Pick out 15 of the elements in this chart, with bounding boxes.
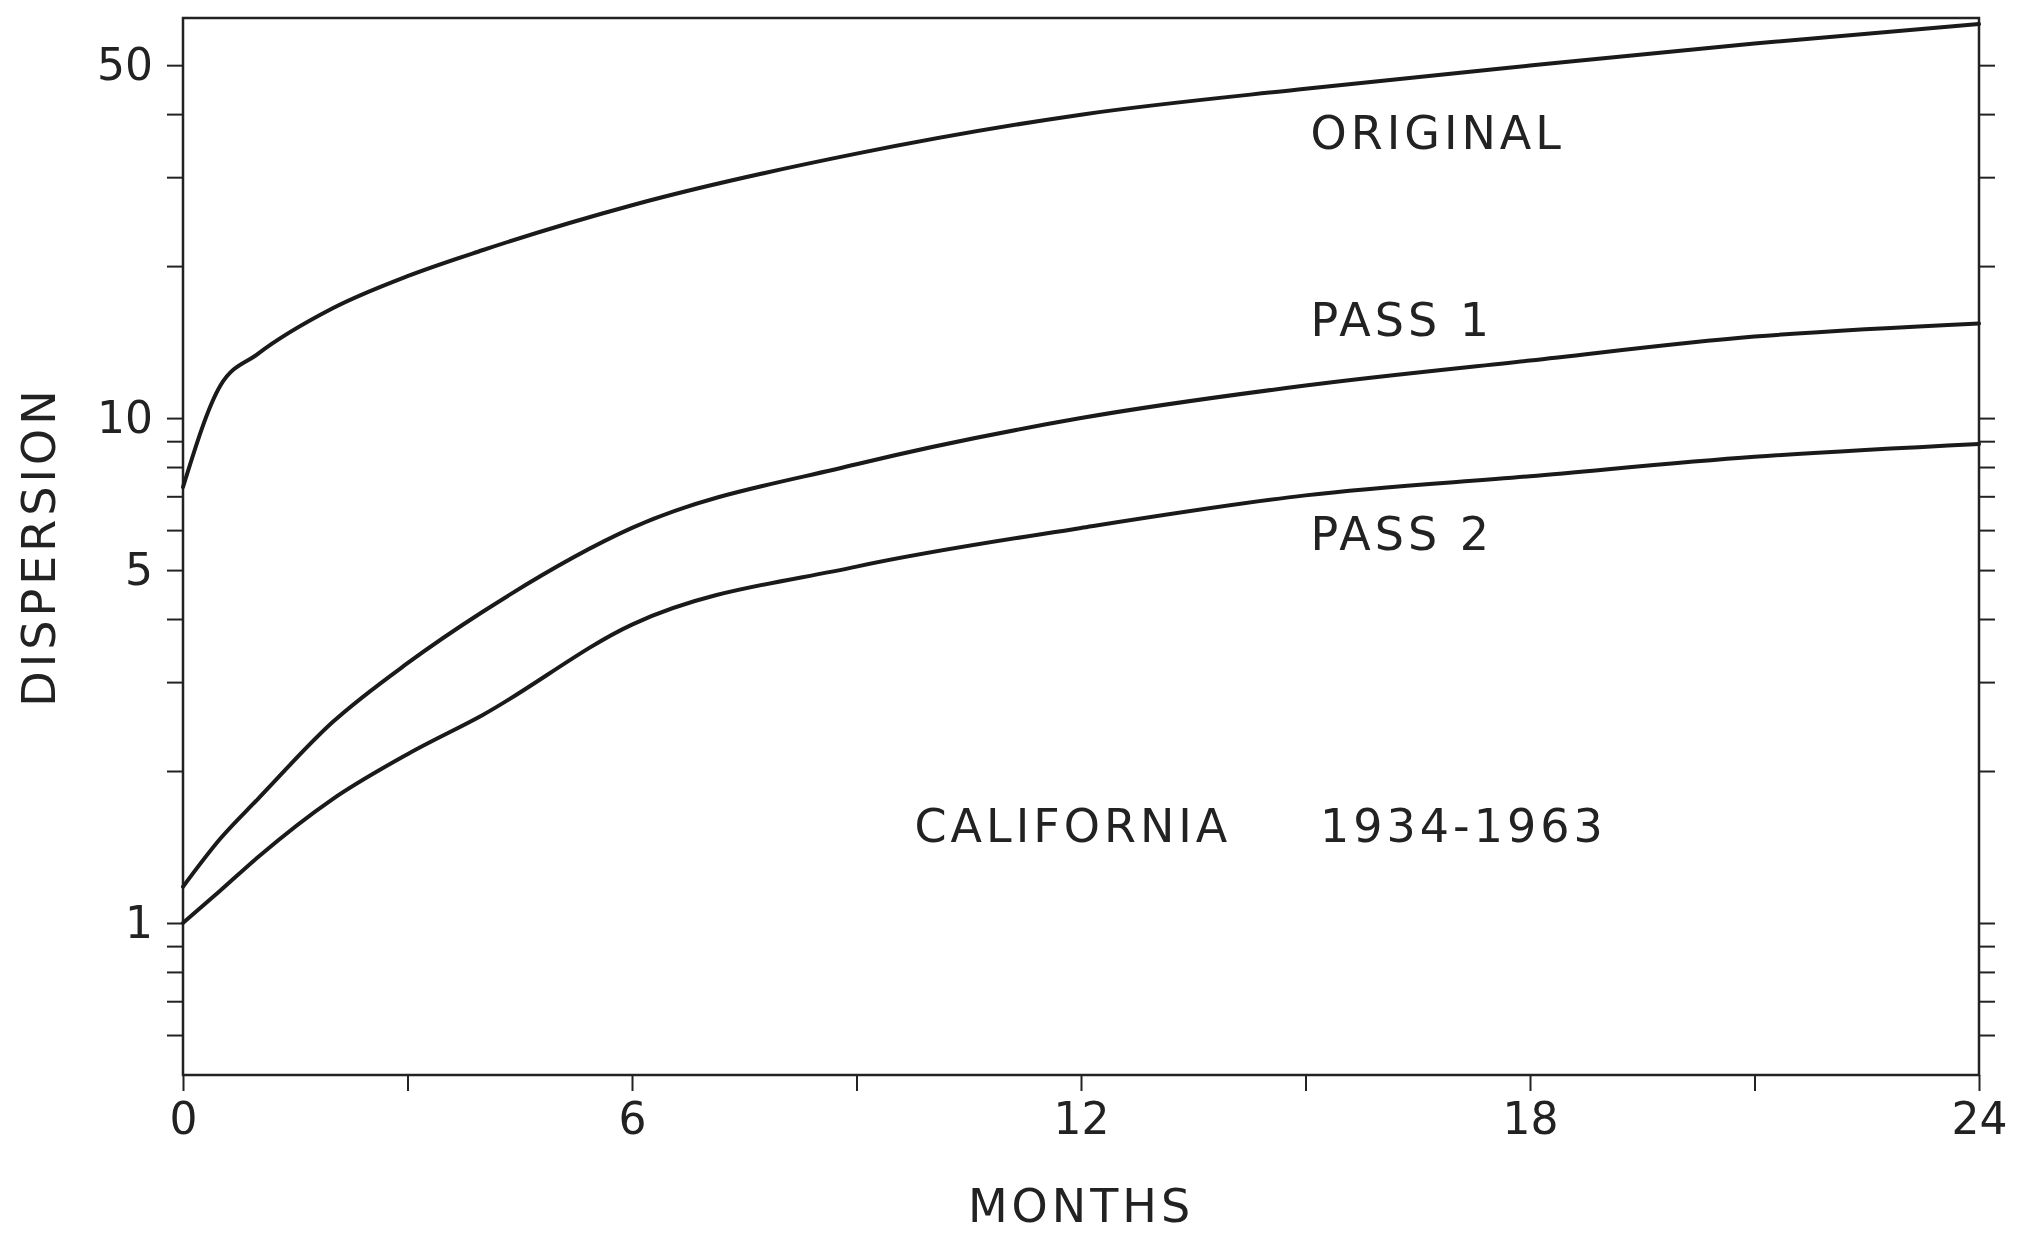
x-tick-label: 18 xyxy=(1502,1093,1559,1145)
y-axis-title: DISPERSION xyxy=(12,386,66,707)
x-axis-title: MONTHS xyxy=(967,1179,1195,1233)
y-tick-label: 10 xyxy=(97,391,153,443)
x-tick-label: 0 xyxy=(169,1093,198,1145)
y-tick-label: 50 xyxy=(97,38,153,90)
series-label: PASS 2 xyxy=(1310,507,1494,562)
series-label: PASS 1 xyxy=(1310,292,1494,347)
annotation: CALIFORNIA 1934-1963 xyxy=(914,799,1607,854)
y-tick-label: 1 xyxy=(125,896,153,948)
y-tick-label: 5 xyxy=(125,543,153,595)
series-label: ORIGINAL xyxy=(1310,105,1565,160)
x-tick-label: 6 xyxy=(618,1093,647,1145)
x-tick-label: 12 xyxy=(1053,1093,1110,1145)
x-tick-label: 24 xyxy=(1951,1093,2008,1145)
